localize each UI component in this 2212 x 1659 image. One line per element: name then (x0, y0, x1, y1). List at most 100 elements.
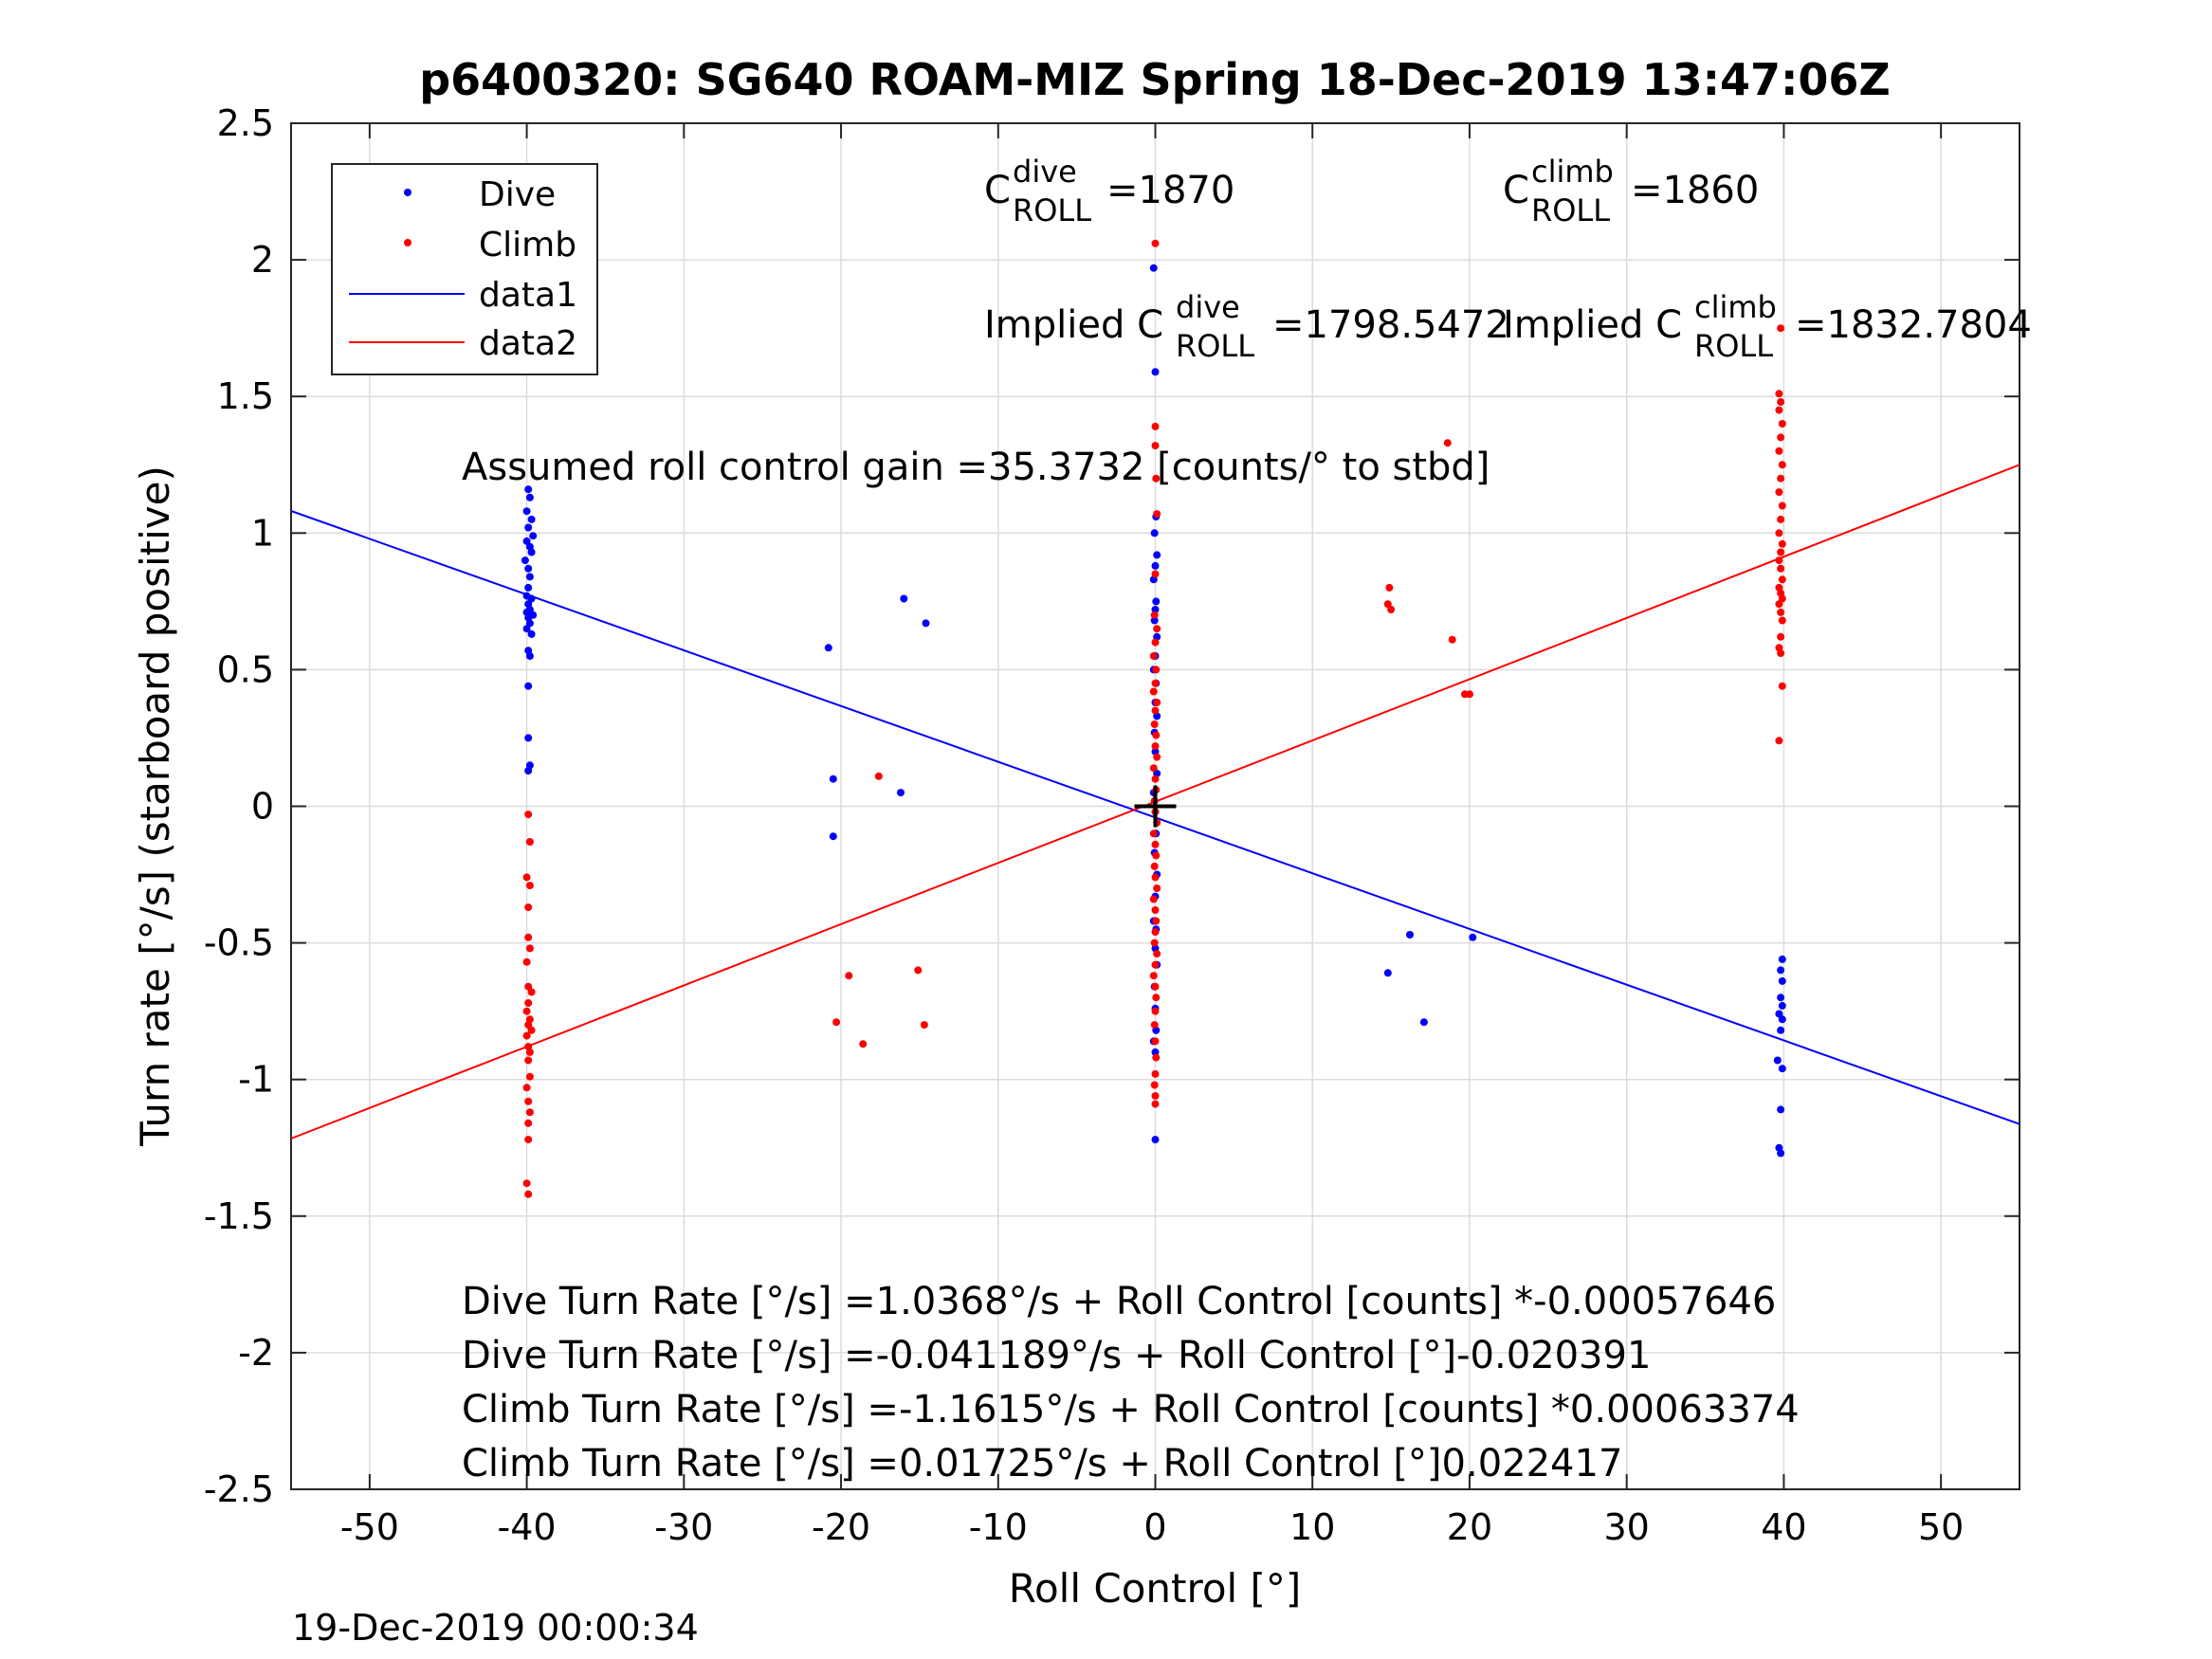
climb-point (1149, 764, 1158, 773)
climb-point (1151, 1007, 1160, 1015)
dive-point (525, 652, 534, 660)
climb-point (1151, 873, 1160, 882)
legend-dive-marker (404, 189, 411, 196)
climb-point (525, 838, 534, 846)
climb-point (524, 999, 533, 1007)
climb-point (1150, 1081, 1159, 1089)
dive-point (922, 619, 930, 628)
climb-point (1775, 556, 1783, 565)
dive-point (1773, 1056, 1782, 1065)
climb-point (1151, 1100, 1160, 1108)
scatter-points (521, 239, 1786, 1198)
climb-point (1151, 422, 1160, 430)
climb-point (1150, 939, 1159, 947)
dive-point (1778, 1001, 1786, 1010)
climb-point (527, 1026, 536, 1034)
climb-point (524, 1097, 533, 1105)
climb-point (1778, 420, 1786, 428)
climb-point (1777, 324, 1785, 333)
dive-point (522, 507, 531, 516)
climb-point (1778, 575, 1786, 584)
y-tick-label: 1 (251, 512, 274, 554)
climb-point (1151, 1069, 1160, 1078)
dive-point (1406, 931, 1414, 939)
dive-point (829, 832, 837, 841)
climb-point (524, 811, 533, 819)
climb-point (522, 1031, 531, 1040)
implied-prefix: Implied C (984, 303, 1163, 347)
climb-point (1775, 737, 1783, 745)
dive-point (524, 485, 533, 494)
climb-point (1777, 608, 1785, 616)
climb-point (1151, 840, 1160, 848)
dive-point (1383, 969, 1392, 977)
dive-point (897, 789, 905, 797)
dive-point (1775, 1010, 1783, 1018)
implied-climb-value: =1832.7804 (1795, 303, 2032, 347)
x-tick-label: -10 (969, 1506, 1028, 1548)
climb-point (1777, 632, 1785, 641)
dive-point (1150, 529, 1159, 538)
climb-point (1151, 982, 1160, 991)
climb-point (1778, 682, 1786, 690)
dive-point (1149, 264, 1158, 272)
climb-point (1385, 583, 1394, 592)
dive-point (1153, 551, 1161, 559)
climb-point (1777, 515, 1785, 523)
dive-point (1419, 1018, 1428, 1027)
y-tick-label: -2 (238, 1332, 274, 1374)
climb-point (1150, 862, 1159, 870)
dive-point (527, 515, 536, 523)
climb-point (1151, 928, 1160, 937)
implied-subscript: ROLL (1694, 328, 1773, 364)
climb-point (1151, 1092, 1160, 1100)
fit-equation-dive-degrees: Dive Turn Rate [°/s] =-0.041189°/s + Rol… (462, 1334, 1651, 1377)
dive-point (524, 734, 533, 742)
climb-point (524, 1190, 533, 1198)
x-tick-label: 50 (1918, 1506, 1964, 1548)
climb-point (524, 933, 533, 941)
c-subscript: ROLL (1013, 192, 1091, 228)
dive-point (1150, 616, 1159, 625)
dive-point (1778, 955, 1786, 963)
climb-point (524, 1136, 533, 1144)
climb-point (522, 1007, 531, 1015)
legend-climb-marker (404, 239, 411, 246)
legend-climb-label: Climb (479, 226, 576, 264)
climb-point (1152, 665, 1161, 674)
c-symbol: C (984, 169, 1011, 212)
climb-point (1383, 600, 1392, 609)
y-tick-label: 0.5 (217, 648, 274, 690)
dive-point (527, 548, 536, 556)
c-symbol: C (1503, 169, 1529, 212)
x-tick-label: -40 (498, 1506, 557, 1548)
climb-point (1387, 606, 1396, 613)
c-roll-climb-annotation: C climb ROLL =1860 (1503, 154, 1759, 228)
climb-point (874, 772, 883, 780)
dive-point (1777, 1026, 1785, 1034)
climb-point (1149, 830, 1158, 838)
climb-point (1777, 649, 1785, 658)
climb-point (920, 1021, 928, 1030)
legend-data1-label: data1 (479, 276, 577, 315)
axis-ticks: -50 -40 -30 -20 -10 0 10 20 30 40 50-2.5-2-1.5-1-0… (204, 102, 2020, 1548)
climb-point (1151, 906, 1160, 914)
climb-point (524, 1119, 533, 1127)
climb-point (1152, 731, 1161, 739)
dive-point (521, 556, 529, 565)
climb-point (1151, 679, 1160, 687)
climb-point (525, 1072, 534, 1081)
climb-point (859, 1040, 868, 1048)
climb-point (1153, 625, 1161, 633)
y-tick-label: -0.5 (204, 922, 274, 964)
climb-point (1777, 398, 1785, 406)
climb-point (1151, 239, 1160, 247)
climb-point (522, 957, 531, 966)
climb-point (1153, 699, 1161, 706)
x-tick-label: -30 (654, 1506, 713, 1548)
climb-point (525, 1048, 534, 1056)
implied-dive-value: =1798.5472 (1272, 303, 1509, 347)
climb-point (845, 972, 853, 980)
dive-point (1152, 597, 1161, 606)
